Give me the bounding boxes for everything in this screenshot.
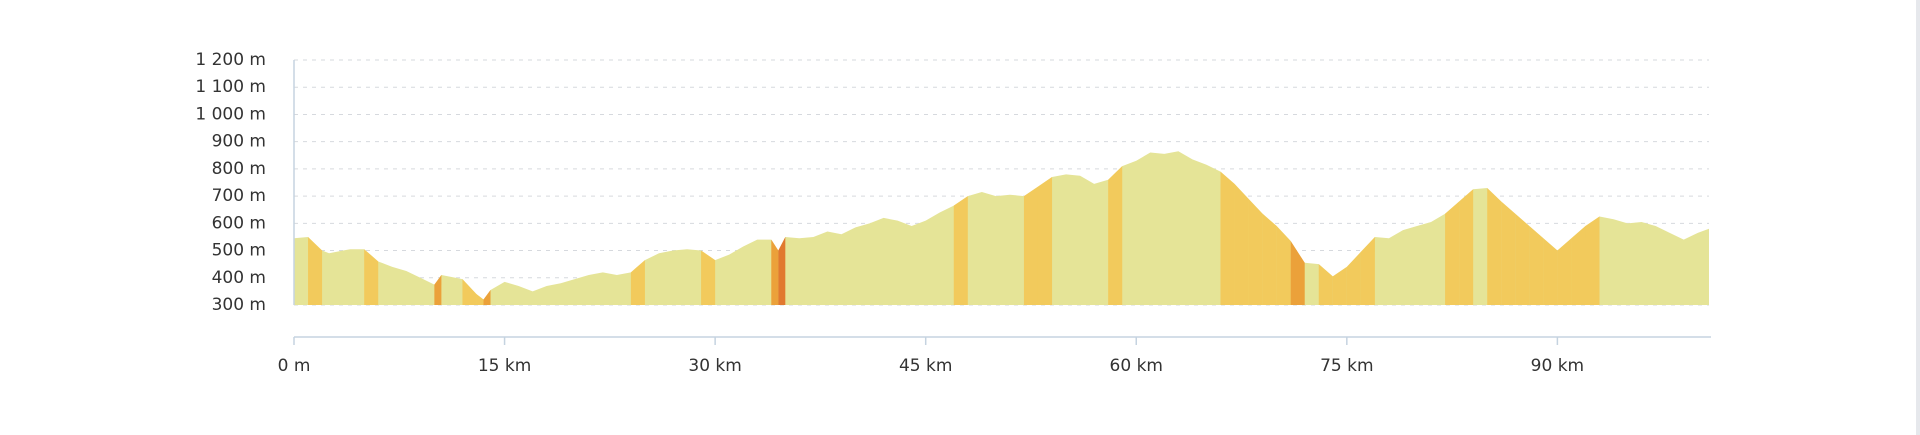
grade-segment: [1023, 186, 1038, 305]
grade-segment: [630, 260, 645, 305]
y-tick-label: 1 200 m: [195, 50, 266, 70]
grade-segment: [1459, 189, 1474, 305]
grade-segment: [476, 294, 484, 305]
grade-segment: [1585, 216, 1600, 305]
grade-segment: [434, 275, 442, 305]
y-tick-label: 400 m: [212, 268, 266, 288]
grade-segment: [1360, 236, 1375, 305]
grade-segment: [1571, 226, 1586, 305]
grade-segment: [462, 279, 477, 305]
x-tick-label: 90 km: [1531, 356, 1584, 376]
y-tick-label: 900 m: [212, 132, 266, 152]
grade-segment: [1445, 201, 1460, 305]
grade-segment: [1234, 183, 1249, 305]
grade-segment: [778, 236, 786, 305]
grade-segment: [1529, 226, 1544, 305]
grade-segment: [1487, 187, 1502, 305]
grade-segment: [1501, 201, 1516, 305]
y-tick-label: 500 m: [212, 241, 266, 261]
edge: [1916, 0, 1920, 435]
grade-segment: [1037, 177, 1053, 305]
y-tick-label: 700 m: [212, 186, 266, 206]
grade-segment: [701, 250, 716, 305]
y-tick-label: 300 m: [212, 295, 266, 315]
x-tick-label: 0 m: [278, 356, 311, 376]
grade-segment: [1346, 251, 1361, 305]
y-tick-label: 600 m: [212, 213, 266, 233]
grade-segment: [1515, 213, 1530, 305]
grade-segment: [1543, 238, 1558, 305]
grade-segment: [1276, 226, 1291, 305]
y-tick-label: 1 100 m: [195, 77, 266, 97]
grade-segment: [1262, 213, 1277, 305]
grade-segment: [1557, 238, 1572, 305]
grade-segment: [1318, 264, 1333, 305]
grade-segment: [483, 290, 491, 305]
x-tick-label: 45 km: [899, 356, 952, 376]
x-tick-label: 30 km: [688, 356, 741, 376]
grade-segment: [1248, 198, 1263, 305]
grade-segment: [308, 236, 323, 305]
grade-segment: [1332, 266, 1347, 305]
y-tick-label: 1 000 m: [195, 104, 266, 124]
grade-segment: [1290, 241, 1305, 305]
grade-segment: [1220, 171, 1235, 305]
grade-segment: [364, 249, 379, 305]
grade-segment: [1108, 166, 1123, 305]
grade-segment: [953, 196, 968, 305]
y-tick-label: 800 m: [212, 159, 266, 179]
x-tick-label: 75 km: [1320, 356, 1373, 376]
grade-segment: [771, 239, 779, 305]
x-tick-label: 60 km: [1110, 356, 1163, 376]
x-tick-label: 15 km: [478, 356, 531, 376]
